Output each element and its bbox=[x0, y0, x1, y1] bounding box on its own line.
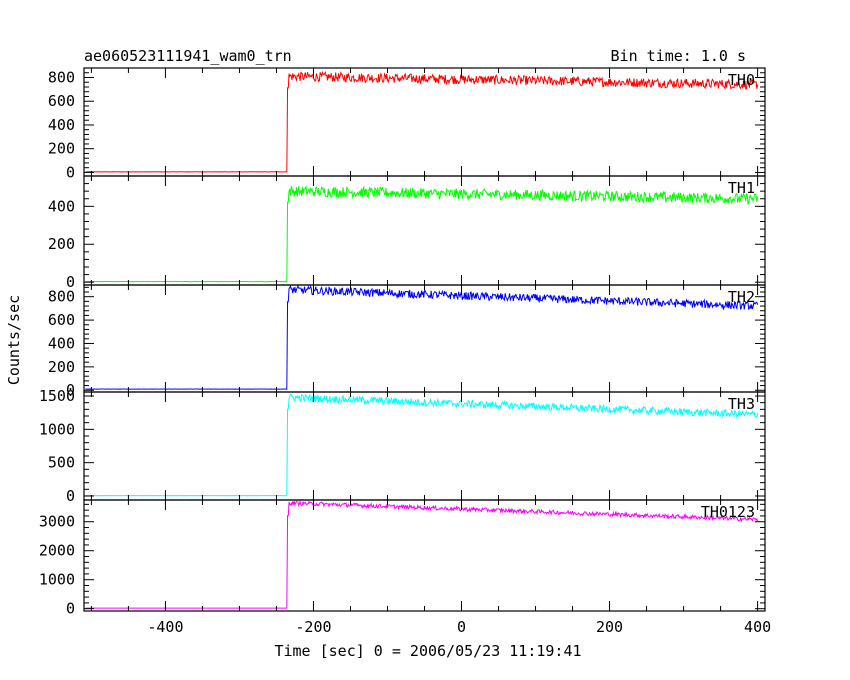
y-tick-label: 1000 bbox=[39, 420, 75, 438]
y-tick-label: 0 bbox=[66, 487, 75, 505]
panel-frame-th0123 bbox=[83, 499, 766, 612]
y-tick-label: 0 bbox=[66, 163, 75, 181]
y-tick-label: 0 bbox=[66, 273, 75, 291]
bin-time-label: Bin time: 1.0 s bbox=[611, 47, 746, 65]
chart-title: ae060523111941_wam0_trn bbox=[84, 47, 292, 65]
y-tick-label: 600 bbox=[48, 92, 75, 110]
x-tick-label: 200 bbox=[596, 618, 623, 636]
x-axis-label: Time [sec] 0 = 2006/05/23 11:19:41 bbox=[274, 642, 581, 660]
y-tick-label: 400 bbox=[48, 197, 75, 215]
series-line-th1 bbox=[85, 185, 759, 283]
x-tick-label: 400 bbox=[744, 618, 771, 636]
panel-label-th2: TH2 bbox=[728, 288, 755, 306]
y-tick-label: 400 bbox=[48, 334, 75, 352]
x-tick-label: -200 bbox=[295, 618, 331, 636]
x-tick-label: -400 bbox=[147, 618, 183, 636]
y-tick-label: 400 bbox=[48, 116, 75, 134]
panels-group: 0 200 400 600 800 TH0 0 200 400 TH1 0 200 400 600 800 T… bbox=[39, 67, 771, 636]
y-tick-label: 600 bbox=[48, 311, 75, 329]
y-axis-label: Counts/sec bbox=[5, 295, 23, 385]
y-tick-label: 200 bbox=[48, 140, 75, 158]
panel-frame-th3 bbox=[83, 391, 766, 501]
y-tick-label: 200 bbox=[48, 358, 75, 376]
y-tick-label: 1000 bbox=[39, 571, 75, 589]
series-line-th2 bbox=[85, 284, 759, 390]
y-tick-label: 0 bbox=[66, 600, 75, 618]
panel-label-th0123: TH0123 bbox=[701, 503, 755, 521]
series-line-th0 bbox=[85, 70, 759, 173]
y-tick-label: 200 bbox=[48, 235, 75, 253]
x-tick-label: 0 bbox=[457, 618, 466, 636]
panel-label-th3: TH3 bbox=[728, 395, 755, 413]
y-tick-label: 0 bbox=[66, 381, 75, 399]
y-tick-label: 3000 bbox=[39, 513, 75, 531]
y-tick-label: 800 bbox=[48, 68, 75, 86]
panel-label-th0: TH0 bbox=[728, 71, 755, 89]
y-tick-label: 2000 bbox=[39, 542, 75, 560]
series-line-th0123 bbox=[85, 499, 759, 609]
y-tick-label: 500 bbox=[48, 454, 75, 472]
y-tick-label: 800 bbox=[48, 288, 75, 306]
series-line-th3 bbox=[85, 393, 759, 497]
y-tick-label: 1500 bbox=[39, 387, 75, 405]
panel-label-th1: TH1 bbox=[728, 179, 755, 197]
